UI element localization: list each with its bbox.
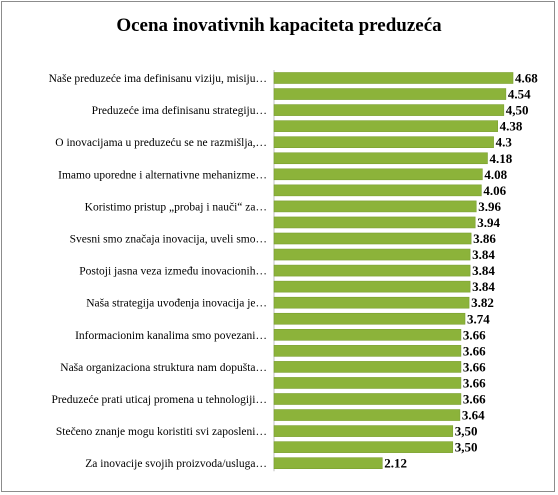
data-label: 3.66 — [463, 327, 486, 342]
category-tick-label: Informacionim kanalima smo povezani… — [75, 330, 267, 342]
bar-chart-plot: 4.684.544,504.384.34.184.084.063.963.943… — [49, 69, 538, 472]
category-tick-label: Preduzeće ima definisanu strategiju… — [92, 105, 267, 117]
data-label: 4.3 — [496, 135, 513, 150]
data-label: 4.38 — [500, 119, 523, 134]
bar — [273, 104, 505, 116]
bar — [273, 361, 462, 373]
bar — [273, 200, 477, 213]
bar — [273, 216, 476, 229]
data-label: 3.86 — [473, 231, 496, 246]
data-label: 3.66 — [463, 359, 486, 374]
data-label: 3.66 — [463, 375, 486, 390]
data-label: 4.06 — [483, 183, 506, 198]
bar — [273, 72, 514, 84]
bar — [273, 152, 488, 165]
data-label: 3,50 — [455, 440, 478, 455]
data-label: 4.68 — [515, 71, 538, 86]
bar — [273, 248, 471, 261]
data-label: 3.84 — [472, 247, 495, 262]
bar — [273, 264, 471, 277]
data-label: 4,50 — [506, 103, 529, 118]
bar — [273, 120, 498, 132]
category-tick-label: Preduzeće prati uticaj promena u tehnolo… — [51, 394, 267, 406]
data-label: 3.74 — [467, 311, 490, 326]
category-tick-label: O inovacijama u preduzeću se ne razmišlj… — [55, 137, 267, 149]
category-tick-label: Postoji jasna veza između inovacionih… — [79, 266, 267, 278]
data-label: 2.12 — [384, 456, 407, 471]
bar — [273, 409, 461, 421]
category-tick-label: Naša organizaciona struktura nam dopušta… — [60, 362, 267, 374]
bar — [273, 441, 454, 453]
data-label: 3.84 — [472, 279, 495, 294]
chart-title: Ocena inovativnih kapaciteta preduzeća — [116, 15, 442, 36]
data-label: 3,50 — [455, 424, 478, 439]
bar — [273, 184, 482, 197]
data-label: 3.66 — [463, 343, 486, 358]
bar — [273, 136, 494, 148]
category-tick-label: Naše preduzeće ima definisanu viziju, mi… — [49, 73, 267, 85]
bar — [273, 88, 507, 100]
category-tick-label: Naša strategija uvođenja inovacija je… — [86, 298, 267, 310]
data-label: 3.84 — [472, 263, 495, 278]
data-label: 4.54 — [508, 87, 531, 102]
data-label: 4.08 — [484, 167, 507, 182]
bar — [273, 328, 462, 341]
category-tick-label: Koristimo pristup „probaj i nauči“ za… — [85, 201, 267, 213]
bar — [273, 393, 462, 405]
bar — [273, 312, 466, 325]
data-label: 4.18 — [489, 151, 512, 166]
category-tick-label: Imamo uporedne i alternativne mehanizme… — [58, 169, 267, 181]
category-tick-label: Stečeno znanje mogu koristiti svi zaposl… — [56, 426, 267, 438]
category-tick-label: Za inovacije svojih proizvoda/usluga… — [85, 458, 267, 470]
category-tick-label: Svesni smo značaja inovacija, uveli smo… — [70, 234, 267, 246]
data-label: 3.64 — [462, 408, 485, 423]
bar — [273, 377, 462, 389]
bar — [273, 425, 454, 437]
bar — [273, 296, 470, 309]
bar — [273, 457, 383, 470]
data-label: 3.94 — [477, 215, 500, 230]
data-label: 3.82 — [471, 295, 494, 310]
data-label: 3.66 — [463, 392, 486, 407]
bar — [273, 280, 471, 293]
data-label: 3.96 — [478, 199, 501, 214]
bar — [273, 345, 462, 357]
bar — [273, 232, 472, 245]
bar — [273, 168, 483, 181]
